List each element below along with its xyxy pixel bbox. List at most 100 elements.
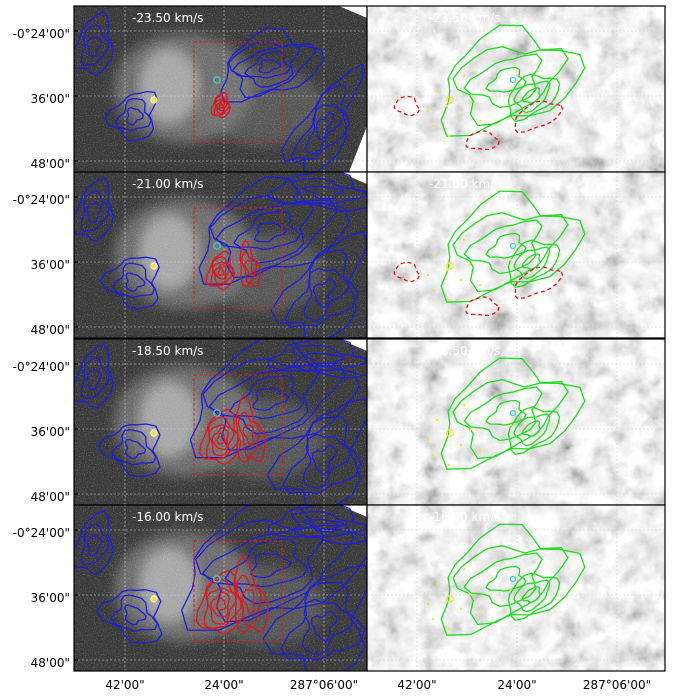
y-tick-label: 48'00" [31,656,70,670]
left-panel-2 [74,339,367,505]
y-tick-label: 36'00" [31,92,70,106]
yso-point [431,124,435,128]
blue-contour [233,210,301,250]
x-tick-label-left: 42'00" [105,678,144,692]
panel-row-3: -16.00 km/s -16.00 km/s [73,504,666,672]
blue-contour [99,256,160,310]
region-box [193,41,283,143]
blue-contour [310,610,338,643]
y-tick-label: -0°24'00" [13,526,70,540]
yso-point [426,109,430,113]
green-contour [521,586,541,603]
blue-contour [280,581,366,661]
cyan-marker [509,575,517,583]
negative-contour [393,261,420,283]
green-contour [485,565,527,592]
yso-point [435,582,439,586]
red-contour [214,98,228,115]
survey-edge-top [339,505,367,517]
yso-point [447,627,451,631]
velocity-label-left: -16.00 km/s [132,510,203,524]
red-contour [241,588,255,614]
source-marker [150,262,158,270]
blue-contour [267,172,367,212]
yso-point [468,428,472,432]
blue-contour [112,262,156,299]
y-tick-label: -0°24'00" [13,193,70,207]
negative-contours [393,261,564,317]
panel-row-1: -21.00 km/s -21.00 km/s [73,171,666,339]
yso-point [509,587,513,591]
blue-contour [282,416,363,495]
y-tick-label: -0°24'00" [13,360,70,374]
red-contour [199,408,242,466]
blue-contour [267,339,367,379]
blue-contour [220,27,325,103]
red-contour [206,587,237,625]
blue-contour [284,249,359,328]
velocity-label-right: -18.50 km/s [429,344,500,358]
blue-contour [292,344,367,372]
green-contour [463,219,543,275]
red-contour [235,574,263,628]
blue-contour [302,352,345,367]
right-panel-frame [366,171,666,339]
red-contour [233,554,269,634]
star-field [74,6,367,172]
blue-contour [209,195,338,279]
y-tick-label: -0°24'00" [13,27,70,41]
red-contour [242,424,255,446]
red-contour [208,423,235,457]
blue-contour [80,357,110,399]
blue-contour [95,589,163,644]
blue-contour [198,176,350,285]
blue-contour [74,344,114,409]
y-tick-label: 48'00" [31,323,70,337]
negative-contour [393,95,420,117]
blue-contour [227,40,317,98]
right-panel-0 [367,6,665,172]
blue-contour [258,59,282,74]
green-contour [521,420,541,437]
left-panel-0 [74,6,367,172]
yso-point [478,612,482,616]
blue-contour [114,97,153,132]
yso-point [447,134,451,138]
blue-contour [266,398,367,505]
yso-point [462,238,466,242]
survey-edge-top [339,339,367,351]
blue-contour [87,369,102,391]
blue-contour [250,553,292,579]
blue-contour [302,518,345,533]
green-contour [513,80,551,114]
green-contour [463,53,543,109]
blue-contour [292,177,367,205]
yso-point [509,423,513,427]
source-marker [446,96,454,104]
negative-contour [464,130,500,151]
blue-contour [110,594,159,632]
red-contour [210,91,231,119]
red-contour [216,432,226,445]
yso-point [462,567,466,571]
yso-point [478,448,482,452]
right-panel-2 [367,339,665,505]
region-box [193,540,283,642]
yso-point [431,453,435,457]
yso-point [509,94,513,98]
right-panel-3 [367,505,665,671]
green-contour [513,246,551,280]
blue-contour [97,423,161,478]
blue-contour [202,526,326,605]
blue-contour [87,202,102,224]
yso-point [459,114,463,118]
survey-edge-top [339,6,367,18]
green-contour [507,572,561,622]
blue-contour [124,438,147,460]
green-contour [521,253,541,270]
blue-contour [302,185,345,200]
velocity-label-left: -18.50 km/s [132,344,203,358]
blue-contour [125,272,146,292]
x-tick-label-left: 24'00" [204,678,243,692]
survey-edge-top [339,172,367,184]
